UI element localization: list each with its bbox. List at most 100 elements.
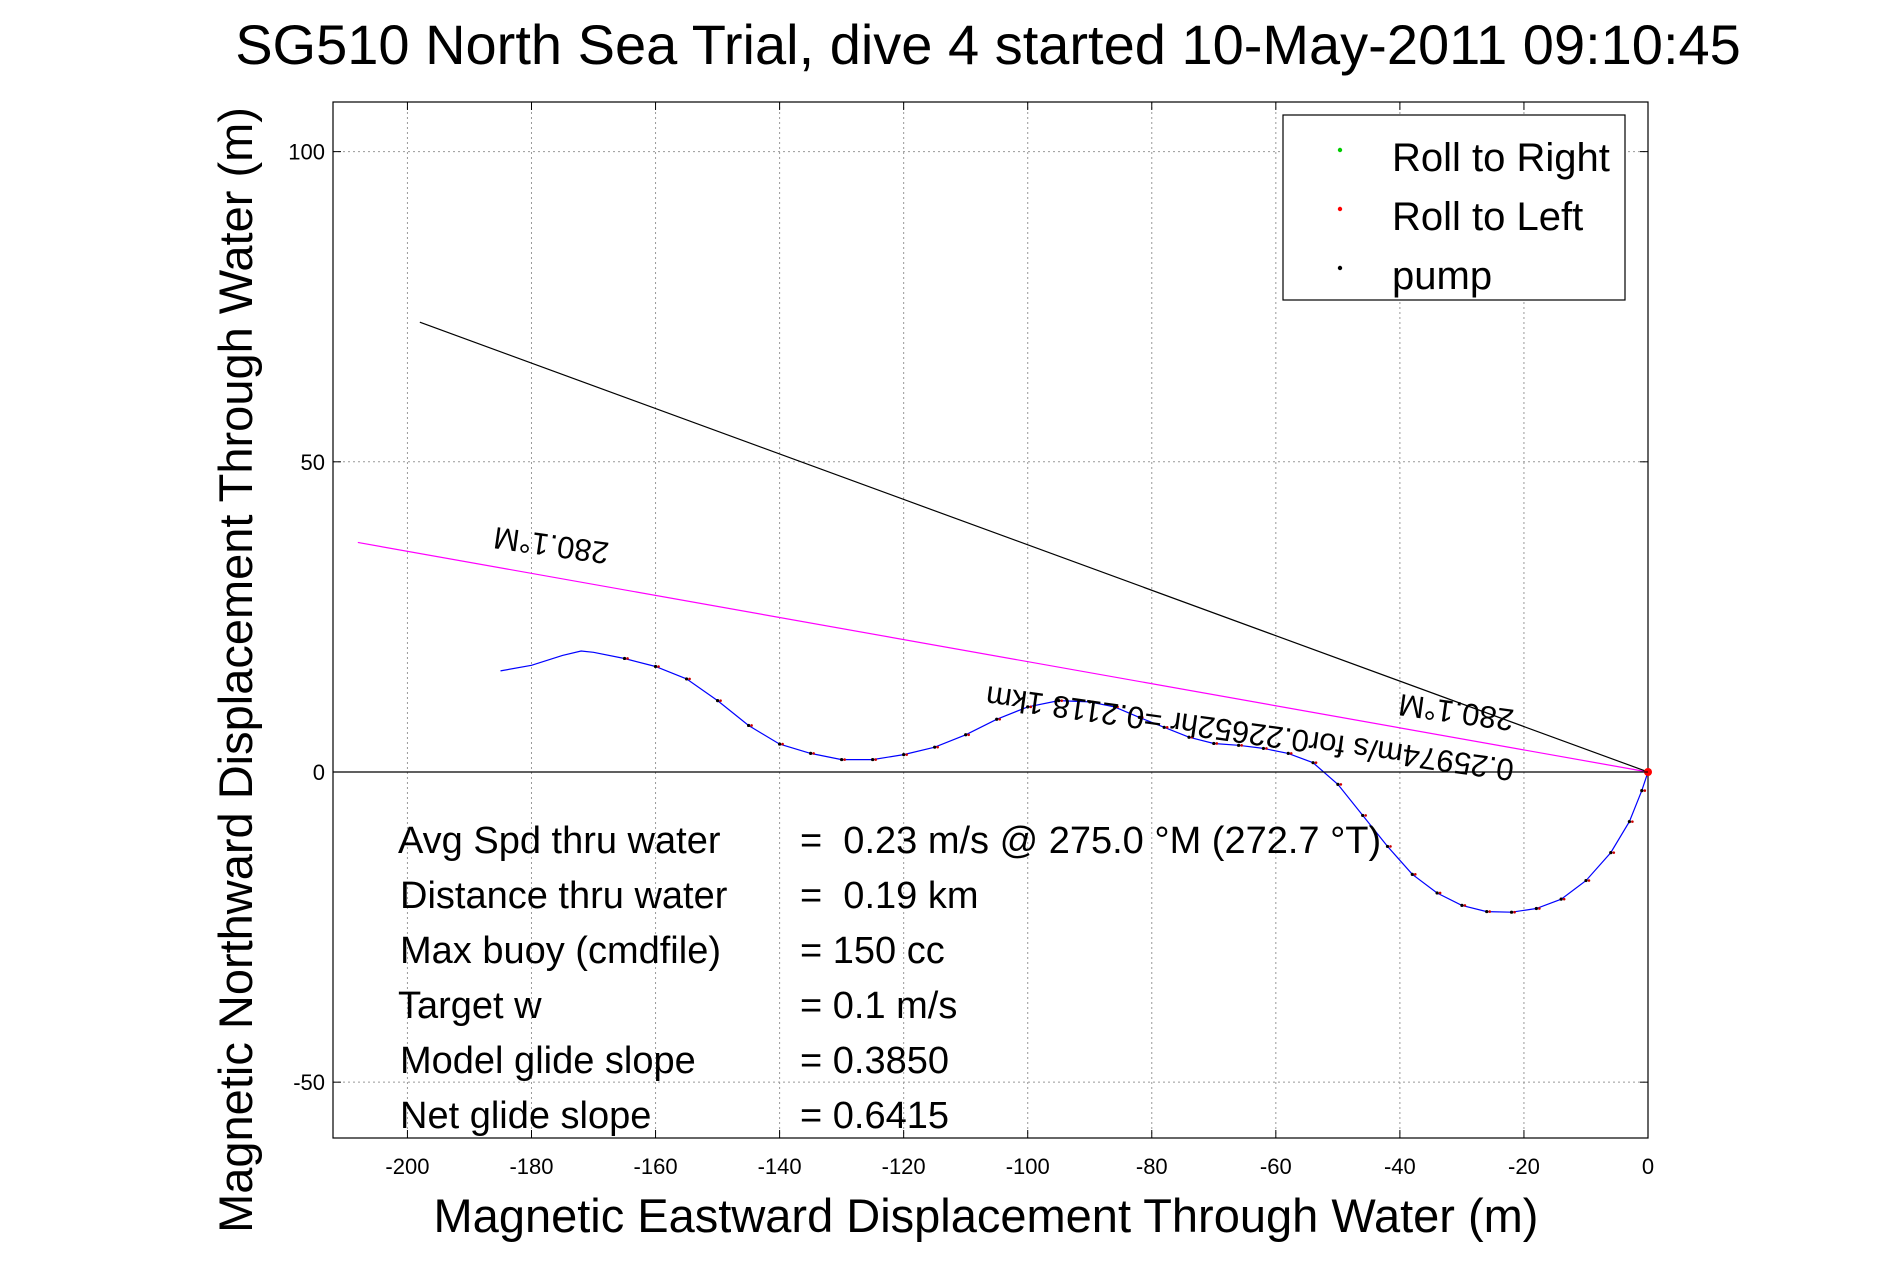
- displacement-line: [419, 321, 1649, 773]
- stat-label-net-glide: Net glide slope: [400, 1095, 651, 1137]
- legend-marker-roll-right: [1337, 147, 1343, 153]
- track-point-roll: [1587, 879, 1591, 882]
- track-point: [715, 699, 720, 703]
- track-point-roll: [1438, 891, 1442, 895]
- track-point: [871, 757, 875, 762]
- track-point-roll: [1463, 904, 1467, 907]
- track-point: [746, 723, 751, 728]
- track-point: [933, 745, 937, 749]
- track-point: [1336, 782, 1340, 786]
- track-point: [1112, 705, 1117, 709]
- y-tick-label: 50: [301, 450, 325, 475]
- track-point-roll: [1289, 752, 1293, 755]
- track-point: [1137, 715, 1141, 719]
- track-point: [1088, 700, 1092, 704]
- y-tick-label: 0: [313, 760, 325, 785]
- x-tick-label: -40: [1384, 1154, 1416, 1179]
- track-point: [1057, 699, 1061, 703]
- track-point: [1237, 743, 1241, 747]
- x-tick-label: -140: [758, 1154, 802, 1179]
- track-point-roll: [1029, 705, 1033, 709]
- x-tick-label: 0: [1642, 1154, 1654, 1179]
- track-point-roll: [843, 758, 846, 761]
- track-point-roll: [1091, 700, 1095, 704]
- stat-label-target-w: Target w: [398, 985, 542, 1027]
- track-point-roll: [1116, 705, 1119, 709]
- track-point-roll: [1339, 783, 1343, 786]
- stat-label-avg-speed: Avg Spd thru water: [398, 820, 721, 862]
- x-tick-label: -200: [385, 1154, 429, 1179]
- stat-label-distance: Distance thru water: [400, 875, 728, 917]
- track-point: [778, 742, 782, 746]
- track-point-roll: [1389, 845, 1392, 848]
- track-point: [1311, 761, 1315, 765]
- track-point-roll: [1538, 907, 1541, 910]
- track-point-roll: [1215, 742, 1219, 745]
- track-point-roll: [874, 758, 877, 761]
- track-point-roll: [1314, 761, 1318, 764]
- heading-line: [357, 541, 1649, 773]
- track-point-roll: [1562, 897, 1566, 901]
- stats-block: Avg Spd thru water = 0.23 m/s @ 275.0 °M…: [398, 820, 1381, 1137]
- track-point: [1162, 725, 1166, 729]
- track-point: [1627, 820, 1631, 824]
- track-point: [995, 717, 999, 721]
- track-point: [684, 677, 689, 681]
- track-point: [1509, 910, 1514, 914]
- track-point-roll: [812, 752, 815, 755]
- stat-value-net-glide: = 0.6415: [800, 1095, 949, 1137]
- x-tick-label: -180: [509, 1154, 553, 1179]
- track-point: [1460, 903, 1464, 907]
- x-axis-label: Magnetic Eastward Displacement Through W…: [434, 1189, 1539, 1242]
- legend: Roll to Right Roll to Left pump: [1282, 114, 1626, 301]
- legend-marker-pump: [1337, 265, 1343, 271]
- track-point: [1640, 788, 1644, 793]
- track-point: [1559, 897, 1563, 901]
- track-point: [1385, 844, 1390, 849]
- x-tick-label: -20: [1508, 1154, 1540, 1179]
- x-tick-label: -60: [1260, 1154, 1292, 1179]
- track-point-roll: [905, 753, 908, 756]
- track-point-roll: [1060, 699, 1064, 702]
- track-point-roll: [1165, 726, 1169, 729]
- x-tick-label: -160: [634, 1154, 678, 1179]
- y-tick-label: -50: [293, 1070, 325, 1095]
- track-point-roll: [967, 733, 970, 737]
- x-tick-label: -100: [1006, 1154, 1050, 1179]
- stat-value-max-buoy: = 150 cc: [800, 930, 945, 972]
- track-point-roll: [781, 742, 784, 746]
- y-axis-label: Magnetic Northward Displacement Through …: [209, 107, 262, 1233]
- track-point-roll: [1190, 735, 1194, 739]
- x-tick-label: -80: [1136, 1154, 1168, 1179]
- track-point: [653, 664, 658, 669]
- stat-value-target-w: = 0.1 m/s: [800, 985, 957, 1027]
- track-point-roll: [1240, 744, 1243, 747]
- y-tick-label: 100: [288, 140, 325, 165]
- track-point: [1187, 735, 1191, 739]
- track-point-roll: [688, 677, 691, 681]
- stat-value-distance: = 0.19 km: [800, 875, 978, 917]
- track-point-roll: [719, 699, 722, 702]
- track-point-roll: [750, 724, 753, 727]
- track-point-roll: [1488, 910, 1492, 913]
- stat-value-avg-speed: = 0.23 m/s @ 275.0 °M (272.7 °T): [800, 820, 1381, 862]
- track-point: [964, 733, 968, 737]
- track-point: [1485, 909, 1489, 914]
- track-point: [809, 751, 813, 755]
- track-point-roll: [657, 665, 660, 668]
- track-point: [1609, 851, 1613, 855]
- stat-label-model-glide: Model glide slope: [400, 1040, 696, 1082]
- track-point-roll: [936, 745, 939, 749]
- legend-label-pump: pump: [1392, 254, 1492, 298]
- track-point: [622, 656, 627, 661]
- legend-label-roll-left: Roll to Left: [1392, 195, 1583, 239]
- track-point-roll: [998, 717, 1002, 721]
- track-point-roll: [1513, 910, 1516, 914]
- track-point-roll: [1643, 789, 1647, 792]
- axes-frame: [332, 101, 1649, 1139]
- x-tick-label: -120: [882, 1154, 926, 1179]
- track-point: [1286, 751, 1290, 755]
- track-point: [1261, 746, 1266, 751]
- legend-label-roll-right: Roll to Right: [1392, 136, 1610, 180]
